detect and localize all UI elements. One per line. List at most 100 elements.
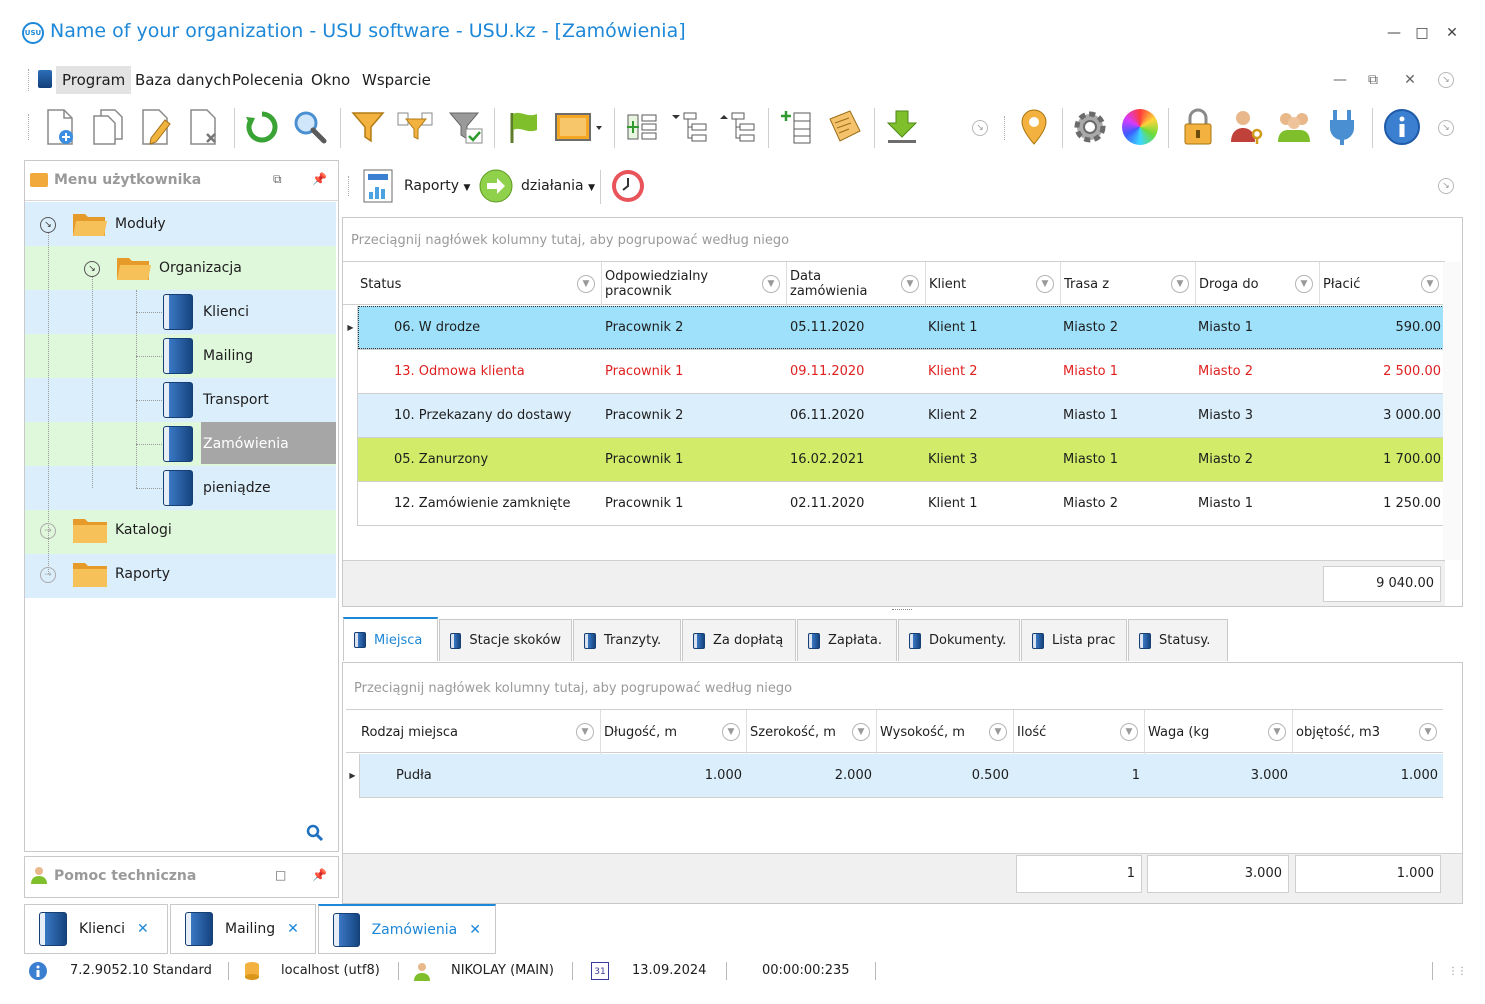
maximize-window-button[interactable]: □ (1415, 25, 1429, 41)
filter-icon[interactable]: ▼ (1036, 275, 1054, 293)
copy-record-icon[interactable] (88, 106, 128, 148)
search-icon[interactable] (290, 106, 330, 148)
toolbar-grip[interactable] (348, 176, 351, 196)
column-header-pay[interactable]: Płacić ▼ (1320, 262, 1445, 306)
close-tab-icon[interactable]: ✕ (469, 921, 481, 938)
column-header-height[interactable]: Wysokość, m ▼ (877, 710, 1014, 754)
actions-arrow-icon[interactable] (478, 168, 514, 204)
column-header-volume[interactable]: objętość, m3 ▼ (1293, 710, 1443, 754)
users-group-icon[interactable] (1274, 106, 1314, 148)
image-dropdown-icon[interactable] (552, 106, 606, 148)
tree-row-organizacja[interactable] (25, 246, 336, 290)
column-header-date[interactable]: Data zamówienia ▼ (787, 262, 926, 306)
close-window-button[interactable]: ✕ (1446, 25, 1458, 41)
mdi-minimize-button[interactable]: — (1333, 72, 1347, 88)
filter-icon[interactable]: ▼ (1171, 275, 1189, 293)
notes-icon[interactable] (824, 106, 864, 148)
column-header-client[interactable]: Klient ▼ (926, 262, 1061, 306)
splitter-handle[interactable] (892, 609, 912, 611)
collapse-moduly-icon[interactable]: ↘ (40, 217, 56, 233)
tab-zaplata[interactable]: Zapłata. (797, 619, 897, 661)
reports-dropdown[interactable]: Raporty ▼ (404, 178, 471, 194)
filter-icon[interactable]: ▼ (1421, 275, 1439, 293)
add-group-icon[interactable] (622, 106, 662, 148)
filter-icon[interactable]: ▼ (852, 723, 870, 741)
mdi-restore-button[interactable]: ⧉ (1368, 72, 1378, 88)
tab-miejsca[interactable]: Miejsca (343, 617, 438, 661)
panel-pin-icon[interactable]: 📌 (312, 172, 327, 186)
filter-icon[interactable]: ▼ (576, 723, 594, 741)
close-tab-icon[interactable]: ✕ (137, 921, 149, 937)
tab-dokumenty[interactable]: Dokumenty. (898, 619, 1020, 661)
tab-lista-prac[interactable]: Lista prac (1021, 619, 1127, 661)
minimize-window-button[interactable]: — (1387, 25, 1401, 41)
panel-float-icon[interactable]: ⧉ (273, 172, 282, 186)
filter-icon[interactable]: ▼ (1419, 723, 1437, 741)
toolbar-overflow-button[interactable]: ↘ (972, 120, 988, 136)
filter-icon[interactable]: ▼ (1295, 275, 1313, 293)
column-header-length[interactable]: Długość, m ▼ (601, 710, 747, 754)
menu-okno[interactable]: Okno (311, 71, 351, 89)
filter-icon[interactable]: ▼ (901, 275, 919, 293)
timer-clock-icon[interactable] (610, 168, 646, 204)
filter-settings-icon[interactable] (396, 106, 436, 148)
toolbar-overflow-button-2[interactable]: ↘ (1438, 120, 1454, 136)
location-pin-icon[interactable] (1014, 106, 1054, 148)
menu-polecenia[interactable]: Polecenia (232, 71, 304, 89)
menu-wsparcie[interactable]: Wsparcie (362, 71, 431, 89)
settings-gear-icon[interactable] (1070, 106, 1110, 148)
toolbar-overflow-button-3[interactable]: ↘ (1438, 178, 1454, 194)
collapse-tree-icon[interactable] (718, 106, 758, 148)
column-header-route-to[interactable]: Droga do ▼ (1196, 262, 1320, 306)
filter-apply-icon[interactable] (446, 106, 486, 148)
column-header-qty[interactable]: Ilość ▼ (1014, 710, 1145, 754)
expand-katalogi-icon[interactable]: → (40, 523, 56, 539)
table-row[interactable]: 13. Odmowa klienta Pracownik 1 09.11.202… (344, 350, 1444, 394)
panel-pin-icon[interactable]: 📌 (312, 868, 327, 882)
table-row[interactable]: 10. Przekazany do dostawy Pracownik 2 06… (344, 394, 1444, 438)
filter-icon[interactable]: ▼ (1268, 723, 1286, 741)
info-icon[interactable] (1382, 106, 1422, 148)
tab-za-doplata[interactable]: Za dopłatą (682, 619, 796, 661)
filter-icon[interactable]: ▼ (577, 275, 595, 293)
column-header-place-type[interactable]: Rodzaj miejsca ▼ (358, 710, 601, 754)
plugin-icon[interactable] (1322, 106, 1362, 148)
add-record-icon[interactable] (40, 106, 80, 148)
expand-raporty-icon[interactable]: → (40, 567, 56, 583)
column-header-employee[interactable]: Odpowiedzialny pracownik ▼ (602, 262, 787, 306)
column-header-route-from[interactable]: Trasa z ▼ (1061, 262, 1196, 306)
menu-grip[interactable] (28, 69, 31, 91)
lock-icon[interactable] (1178, 106, 1218, 148)
table-row[interactable]: 05. Zanurzony Pracownik 1 16.02.2021 Kli… (344, 438, 1444, 482)
delete-record-icon[interactable] (184, 106, 224, 148)
column-header-status[interactable]: Status ▼ (357, 262, 602, 306)
toolbar-grip[interactable] (1004, 116, 1007, 140)
collapse-organizacja-icon[interactable]: ↘ (84, 261, 100, 277)
table-row[interactable]: 12. Zamówienie zamknięte Pracownik 1 02.… (344, 482, 1444, 526)
resize-grip-icon[interactable]: ⋮⋮ (1448, 966, 1467, 977)
menu-overflow-button[interactable]: ↘ (1438, 72, 1454, 88)
toolbar-grip[interactable] (28, 114, 31, 140)
menu-program[interactable]: Program (56, 66, 132, 94)
color-palette-icon[interactable] (1120, 106, 1160, 148)
add-column-icon[interactable] (776, 106, 816, 148)
user-key-icon[interactable] (1226, 106, 1266, 148)
search-icon[interactable] (306, 824, 324, 842)
filter-icon[interactable]: ▼ (989, 723, 1007, 741)
table-row[interactable]: ▶ Pudła 1.000 2.000 0.500 1 3.000 1.000 (346, 754, 1443, 798)
mdi-close-button[interactable]: ✕ (1404, 72, 1416, 88)
column-header-width[interactable]: Szerokość, m ▼ (747, 710, 877, 754)
reports-icon[interactable] (362, 168, 394, 204)
column-header-weight[interactable]: Waga (kg ▼ (1145, 710, 1293, 754)
tab-statusy[interactable]: Statusy. (1128, 619, 1228, 661)
expand-tree-icon[interactable] (670, 106, 710, 148)
close-tab-icon[interactable]: ✕ (287, 921, 299, 937)
edit-record-icon[interactable] (136, 106, 176, 148)
filter-icon[interactable]: ▼ (1120, 723, 1138, 741)
flag-icon[interactable] (504, 106, 544, 148)
filter-icon[interactable]: ▼ (722, 723, 740, 741)
doc-tab-mailing[interactable]: Mailing ✕ (170, 904, 316, 954)
refresh-icon[interactable] (242, 106, 282, 148)
panel-restore-icon[interactable]: □ (275, 868, 287, 882)
filter-icon[interactable] (348, 106, 388, 148)
